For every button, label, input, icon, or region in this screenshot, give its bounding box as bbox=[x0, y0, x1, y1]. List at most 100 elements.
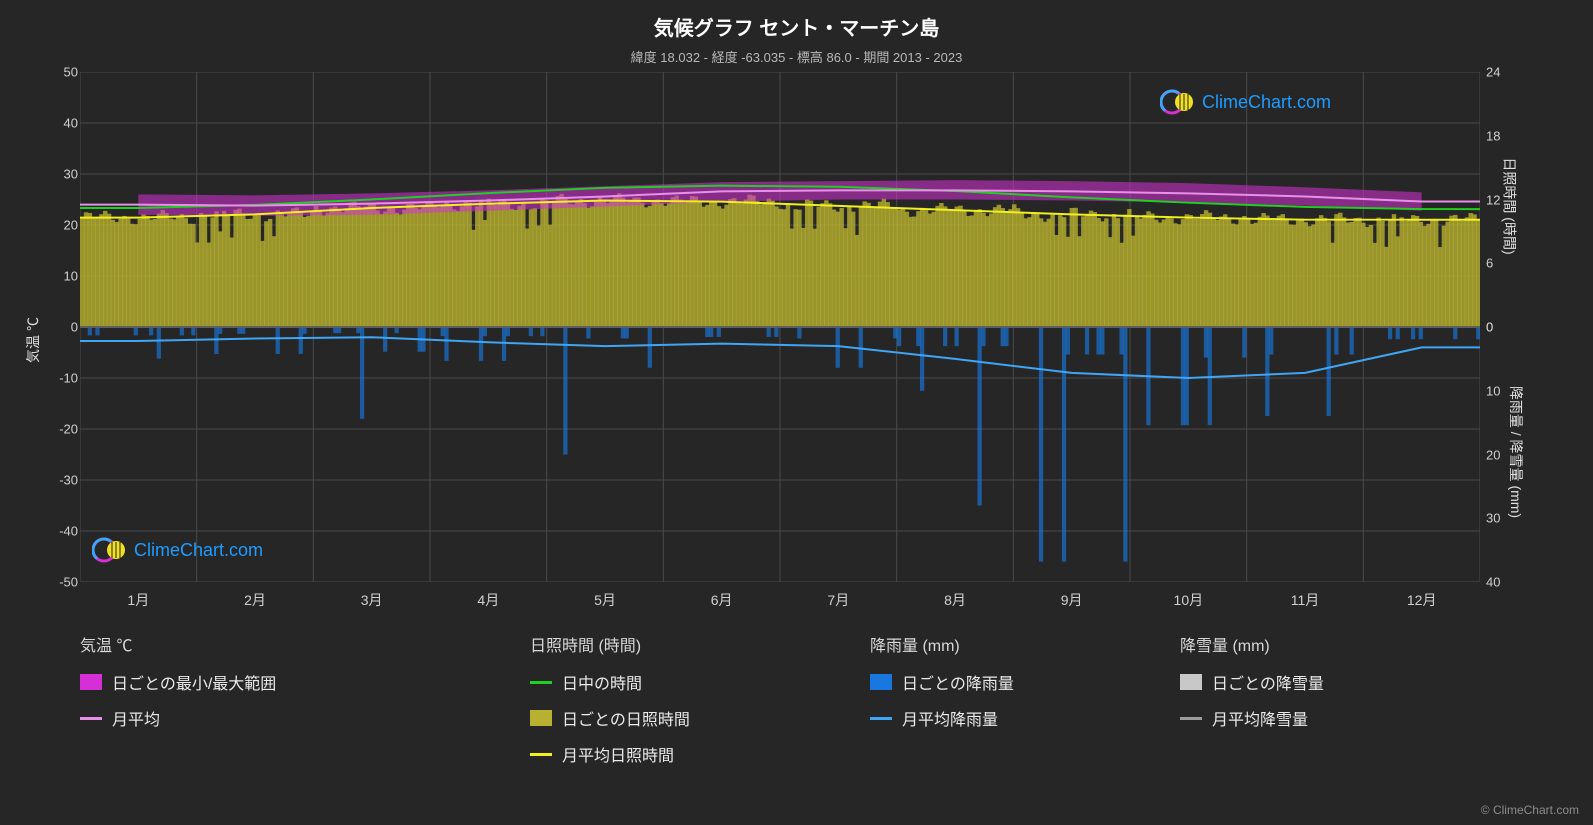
sunshine-bar bbox=[318, 211, 322, 327]
sunshine-bar bbox=[962, 211, 966, 327]
sunshine-bar bbox=[740, 204, 744, 327]
sunshine-bar bbox=[1027, 217, 1031, 327]
legend-label: 日ごとの日照時間 bbox=[562, 706, 690, 730]
sunshine-bar bbox=[1093, 212, 1097, 327]
sunshine-bar bbox=[878, 202, 882, 327]
y-tick-left: -50 bbox=[59, 575, 78, 590]
sunshine-bar bbox=[1050, 213, 1054, 327]
sunshine-bar bbox=[625, 202, 629, 327]
sunshine-bar bbox=[410, 204, 414, 327]
sunshine-bar bbox=[325, 213, 329, 327]
rain-bar bbox=[859, 327, 863, 368]
sunshine-bar bbox=[1392, 214, 1396, 327]
sunshine-bar bbox=[406, 204, 410, 327]
rain-bar bbox=[506, 327, 510, 336]
sunshine-bar bbox=[214, 211, 218, 327]
sunshine-bar bbox=[1204, 210, 1208, 327]
sunshine-bar bbox=[1242, 216, 1246, 327]
rain-bar bbox=[1100, 327, 1104, 355]
sunshine-bar bbox=[1407, 219, 1411, 327]
sunshine-bar bbox=[947, 211, 951, 327]
sunshine-bar bbox=[1388, 220, 1392, 327]
sunshine-bar bbox=[943, 206, 947, 327]
y-tick-left: 30 bbox=[64, 167, 78, 182]
sunshine-bar bbox=[721, 209, 725, 327]
sunshine-bar bbox=[333, 207, 337, 327]
sunshine-bar bbox=[974, 211, 978, 327]
rain-bar bbox=[134, 327, 138, 335]
sunshine-bar bbox=[1373, 243, 1377, 327]
legend-swatch-icon bbox=[1180, 674, 1202, 690]
sunshine-bar bbox=[816, 207, 820, 327]
sunshine-bar bbox=[222, 211, 226, 327]
rain-bar bbox=[1411, 327, 1415, 339]
sunshine-bar bbox=[916, 211, 920, 327]
sunshine-bar bbox=[452, 209, 456, 327]
legend-label: 日ごとの降雪量 bbox=[1212, 670, 1324, 694]
sunshine-bar bbox=[1403, 221, 1407, 327]
left-axis-ticks: -50-40-30-20-1001020304050 bbox=[48, 72, 78, 582]
sunshine-bar bbox=[494, 205, 498, 327]
x-axis-ticks: 1月2月3月4月5月6月7月8月9月10月11月12月 bbox=[80, 590, 1480, 614]
sunshine-bar bbox=[199, 213, 203, 327]
sunshine-bar bbox=[1238, 220, 1242, 327]
sunshine-bar bbox=[797, 210, 801, 327]
y-tick-right-bottom: 40 bbox=[1486, 575, 1500, 590]
sunshine-bar bbox=[717, 206, 721, 327]
sunshine-bar bbox=[640, 203, 644, 327]
sunshine-bar bbox=[279, 213, 283, 327]
sunshine-bar bbox=[678, 200, 682, 327]
sunshine-bar bbox=[778, 209, 782, 327]
sunshine-bar bbox=[264, 221, 268, 327]
sunshine-bar bbox=[341, 212, 345, 327]
sunshine-bar bbox=[398, 214, 402, 327]
sunshine-bar bbox=[1219, 217, 1223, 327]
sunshine-bar bbox=[1127, 209, 1131, 327]
sunshine-bar bbox=[540, 198, 544, 327]
x-tick: 10月 bbox=[1174, 590, 1204, 610]
sunshine-bar bbox=[621, 198, 625, 327]
rain-bar bbox=[1123, 327, 1127, 562]
sunshine-bar bbox=[1119, 243, 1123, 327]
sunshine-bar bbox=[855, 235, 859, 327]
legend-header: 気温 ℃ bbox=[80, 632, 506, 656]
sunshine-bar bbox=[153, 219, 157, 327]
chart-title: 気候グラフ セント・マーチン島 bbox=[0, 0, 1593, 41]
y-tick-left: -30 bbox=[59, 473, 78, 488]
sunshine-bar bbox=[490, 204, 494, 327]
sunshine-bar bbox=[479, 201, 483, 327]
rain-bar bbox=[529, 327, 533, 336]
sunshine-bar bbox=[295, 207, 299, 327]
legend-item: 月平均日照時間 bbox=[530, 742, 846, 766]
sunshine-bar bbox=[958, 206, 962, 327]
sunshine-bar bbox=[1016, 208, 1020, 327]
sunshine-bar bbox=[805, 199, 809, 327]
sunshine-bar bbox=[1300, 219, 1304, 327]
sunshine-bar bbox=[80, 218, 84, 327]
sunshine-bar bbox=[1142, 215, 1146, 327]
sunshine-bar bbox=[210, 217, 214, 327]
sunshine-bar bbox=[218, 231, 222, 327]
sunshine-bar bbox=[594, 200, 598, 327]
sunshine-bar bbox=[249, 219, 253, 327]
sunshine-bar bbox=[552, 201, 556, 327]
sunshine-bar bbox=[1334, 214, 1338, 327]
sunshine-bar bbox=[241, 214, 245, 327]
sunshine-bar bbox=[429, 203, 433, 327]
rain-bar bbox=[648, 327, 652, 368]
sunshine-bar bbox=[912, 217, 916, 327]
sunshine-bar bbox=[1330, 243, 1334, 327]
sunshine-bar bbox=[698, 202, 702, 327]
sunshine-bar bbox=[1281, 214, 1285, 327]
sunshine-bar bbox=[134, 224, 138, 327]
sunshine-bar bbox=[510, 209, 514, 327]
y-tick-left: 10 bbox=[64, 269, 78, 284]
rain-bar bbox=[1388, 327, 1392, 339]
y-tick-right-bottom: 30 bbox=[1486, 511, 1500, 526]
sunshine-bar bbox=[1311, 224, 1315, 327]
sunshine-bar bbox=[1319, 215, 1323, 327]
rain-bar bbox=[1185, 327, 1189, 425]
sunshine-bar bbox=[1365, 227, 1369, 327]
sunshine-bar bbox=[164, 213, 168, 327]
legend-header: 降雪量 (mm) bbox=[1180, 632, 1466, 656]
